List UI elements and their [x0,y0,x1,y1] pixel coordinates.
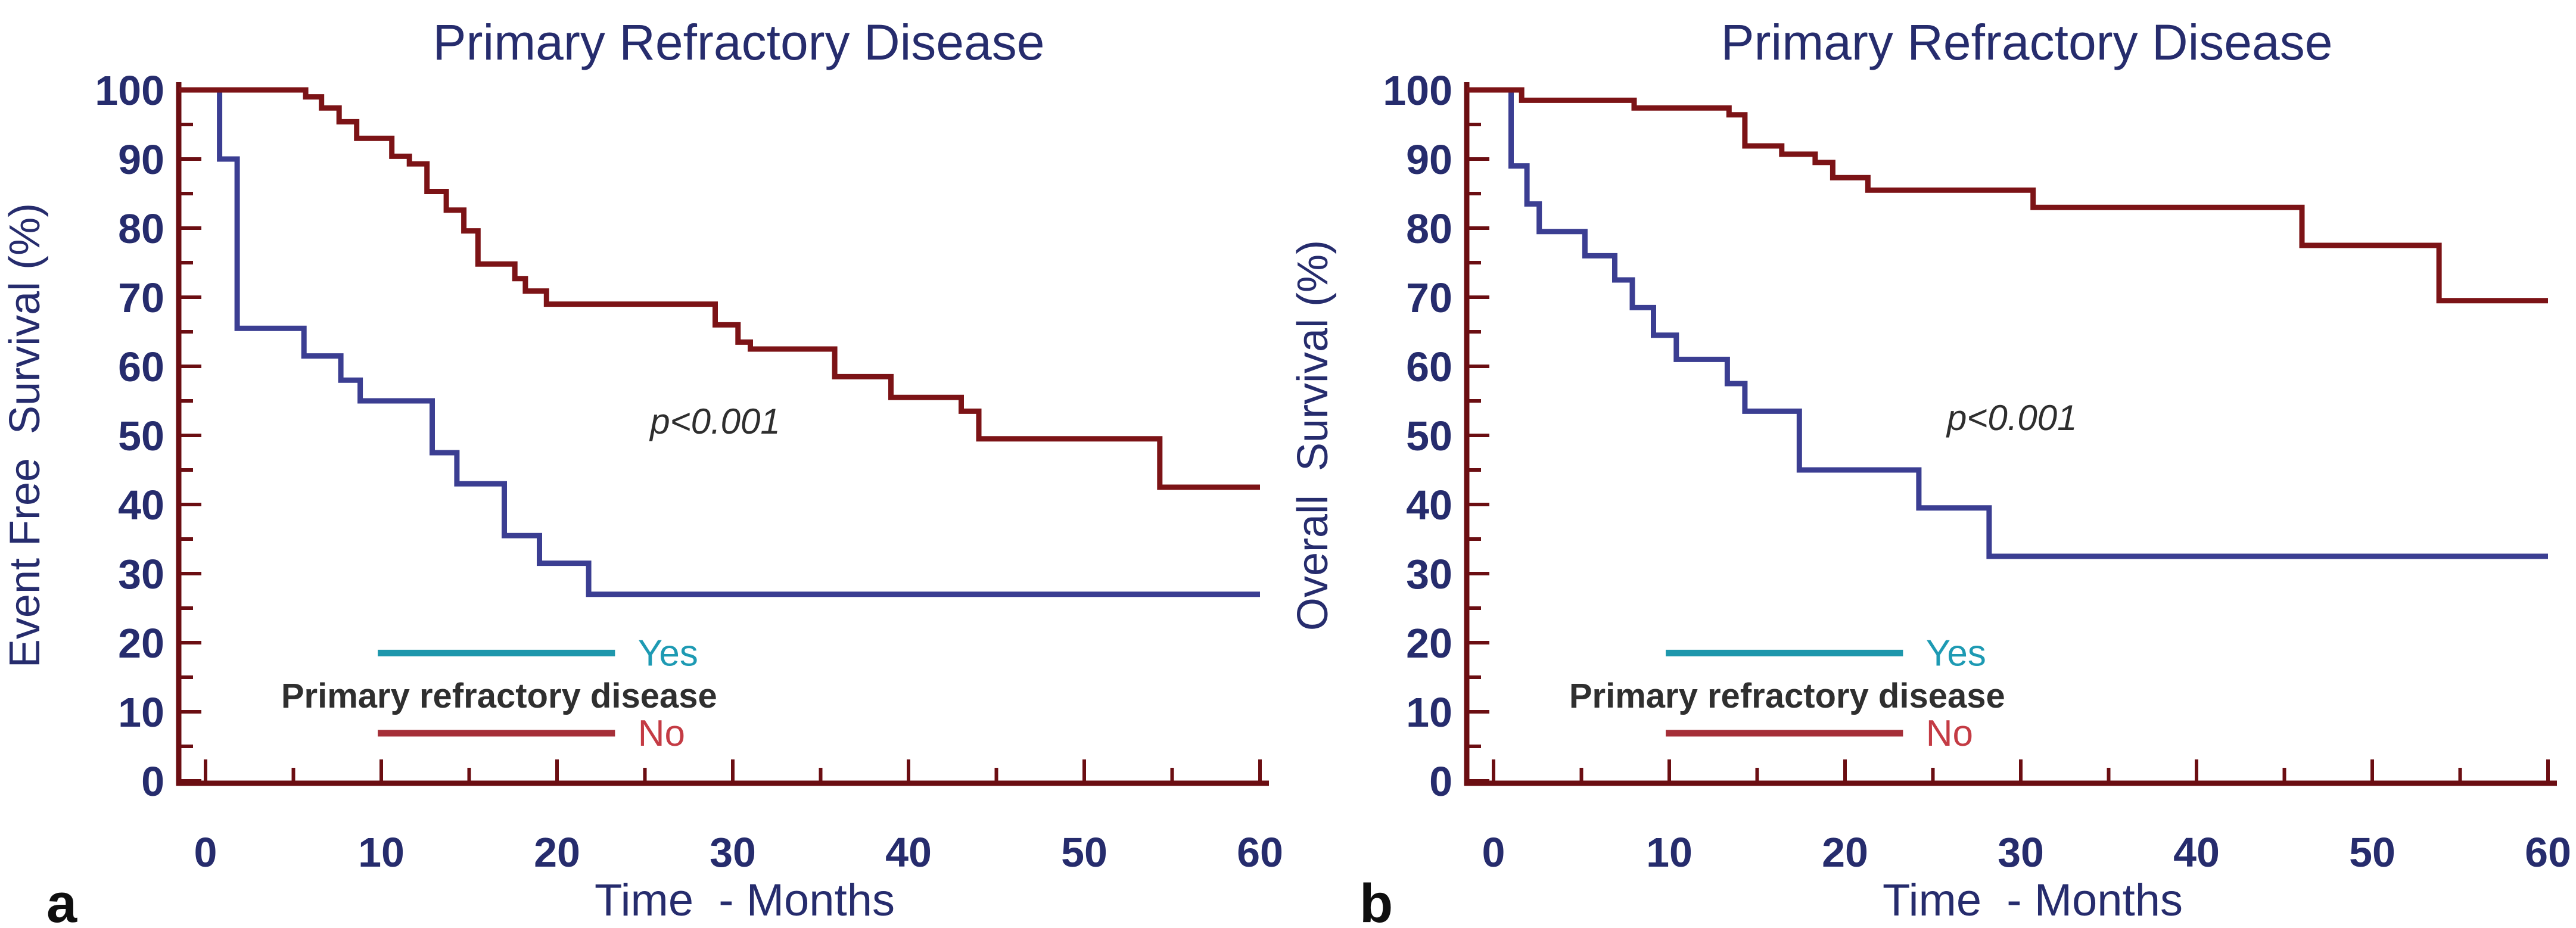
panel-letter: a [46,873,77,928]
y-tick-label: 50 [118,413,164,459]
y-tick-label: 90 [118,136,164,183]
y-tick-label: 30 [1406,551,1452,597]
x-axis-title: Time - Months [595,875,895,926]
km-chart-a: Primary Refractory Disease Event Free Sur… [1,14,1283,928]
no-survival-curve [179,87,1260,490]
y-tick-label: 50 [1406,413,1452,459]
y-tick-label: 80 [118,205,164,252]
x-tick-label: 0 [194,829,217,876]
y-tick-label: 20 [1406,620,1452,667]
x-tick-label: 30 [710,829,756,876]
no-survival-curve [1467,87,2548,304]
legend-group-label: Primary refractory disease [1569,677,2005,715]
y-axis-title: Overall Survival (%) [1289,240,1337,631]
x-tick-label: 10 [358,829,405,876]
x-axis-title: Time - Months [1883,875,2183,926]
yes-survival-curve [179,87,1260,597]
y-tick-label: 80 [1406,205,1452,252]
p-value-annotation: p<0.001 [1946,398,2077,438]
x-tick-label: 60 [2525,829,2571,876]
x-tick-label: 50 [1061,829,1107,876]
yes-survival-curve [1467,87,2548,559]
y-tick-label: 70 [1406,275,1452,321]
y-tick-label: 20 [118,620,164,667]
y-tick-label: 0 [1429,758,1452,805]
x-tick-label: 50 [2349,829,2395,876]
x-tick-label: 10 [1646,829,1693,876]
y-tick-label: 10 [118,689,164,736]
y-tick-label: 0 [141,758,164,805]
x-tick-label: 40 [885,829,932,876]
legend-yes-label: Yes [638,633,698,674]
y-tick-label: 40 [1406,482,1452,528]
y-tick-label: 60 [118,344,164,390]
y-tick-label: 40 [118,482,164,528]
x-tick-label: 60 [1237,829,1283,876]
x-tick-label: 20 [534,829,580,876]
x-axis-ticks: 0 10 20 30 40 50 60 [194,759,1283,876]
y-tick-label: 10 [1406,689,1452,736]
legend-yes-label: Yes [1926,633,1986,674]
y-axis-title: Event Free Survival (%) [1,203,49,668]
legend-no-label: No [638,713,685,754]
x-tick-label: 30 [1998,829,2044,876]
y-tick-label: 100 [1383,67,1452,114]
y-tick-label: 90 [1406,136,1452,183]
legend-group-label: Primary refractory disease [281,677,717,715]
x-tick-label: 40 [2173,829,2220,876]
p-value-annotation: p<0.001 [649,401,780,441]
y-tick-label: 70 [118,275,164,321]
y-tick-label: 60 [1406,344,1452,390]
y-tick-label: 100 [95,67,164,114]
km-panel-a: Primary Refractory Disease Event Free Sur… [1,14,1283,928]
x-tick-label: 20 [1822,829,1868,876]
chart-title: Primary Refractory Disease [433,14,1045,70]
x-tick-label: 0 [1482,829,1505,876]
legend-no-label: No [1926,713,1973,754]
y-tick-label: 30 [118,551,164,597]
km-panel-b: Primary Refractory Disease Overall Surviv… [1288,0,2576,928]
x-axis-ticks: 0 10 20 30 40 50 60 [1482,759,2571,876]
panel-letter: b [1359,873,1393,928]
km-chart-b: Primary Refractory Disease Overall Surviv… [1289,14,2571,928]
chart-title: Primary Refractory Disease [1721,14,2333,70]
